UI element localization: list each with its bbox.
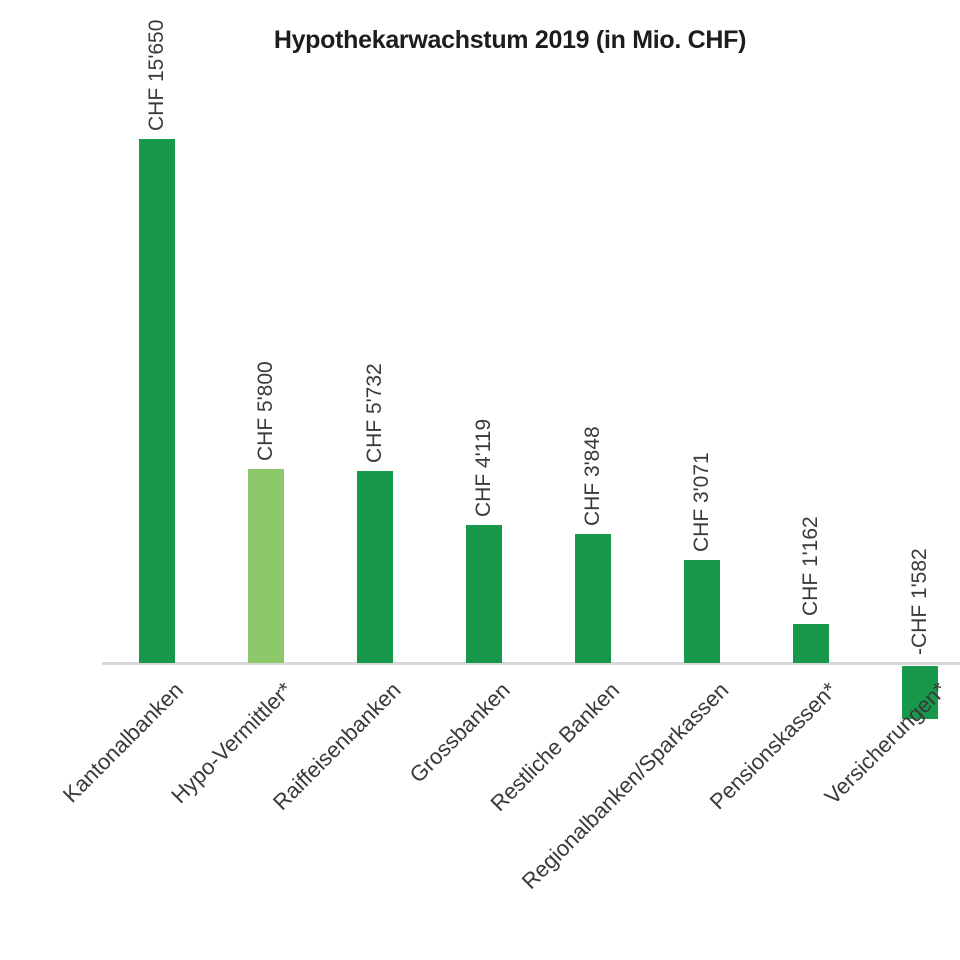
bar-pensionskassen	[793, 624, 829, 663]
value-label-raiffeisenbanken: CHF 5'732	[363, 363, 386, 463]
chart-title: Hypothekarwachstum 2019 (in Mio. CHF)	[273, 26, 747, 54]
value-label-regionalbanken-sparkassen: CHF 3'071	[690, 452, 713, 552]
category-label-regionalbanken-sparkassen: Regionalbanken/Sparkassen	[516, 677, 733, 894]
bar-versicherungen	[902, 666, 938, 719]
value-label-grossbanken: CHF 4'119	[472, 418, 495, 517]
bar-raiffeisenbanken	[357, 471, 393, 663]
bar-hypo-vermittler	[248, 469, 284, 663]
value-label-hypo-vermittler: CHF 5'800	[254, 361, 277, 461]
x-axis-line	[102, 662, 960, 665]
value-label-kantonalbanken: CHF 15'650	[145, 19, 168, 131]
bar-regionalbanken-sparkassen	[684, 560, 720, 663]
bar-grossbanken	[466, 525, 502, 663]
value-label-restliche-banken: CHF 3'848	[581, 426, 604, 526]
bar-kantonalbanken	[139, 139, 175, 663]
category-label-versicherungen: Versicherungen*	[819, 677, 951, 810]
value-label-pensionskassen: CHF 1'162	[799, 516, 822, 616]
category-label-grossbanken: Grossbanken	[404, 677, 515, 788]
bar-restliche-banken	[575, 534, 611, 663]
value-label-versicherungen: -CHF 1'582	[908, 548, 931, 655]
